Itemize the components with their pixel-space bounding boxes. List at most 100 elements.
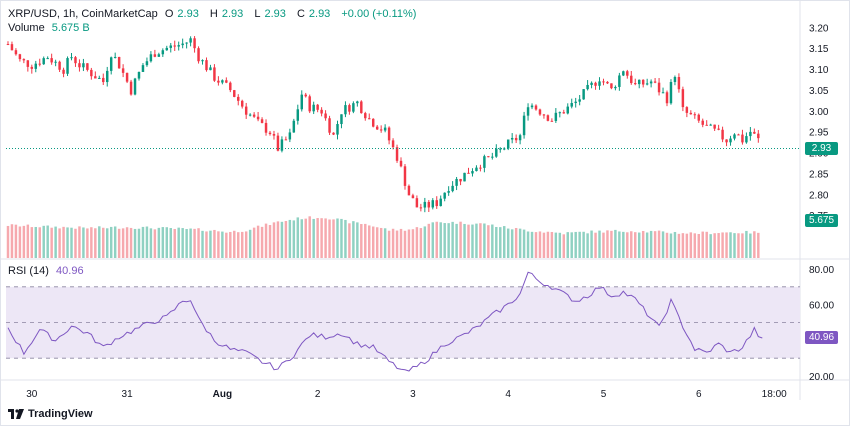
candle-body	[264, 122, 268, 133]
volume-bar	[495, 226, 498, 258]
candle-body	[514, 137, 518, 141]
candle-body	[487, 156, 490, 158]
volume-bar	[312, 218, 315, 258]
volume-bar	[399, 228, 403, 258]
candle-body	[356, 101, 359, 104]
candle-body	[82, 63, 85, 68]
volume-bar	[562, 234, 566, 258]
candle-body	[451, 185, 454, 192]
candle-body	[161, 50, 165, 55]
volume-bar	[62, 226, 65, 258]
axes: 3.203.153.103.053.002.952.902.852.802.75…	[26, 23, 834, 400]
volume-bar	[459, 221, 462, 258]
candle-body	[606, 81, 609, 84]
volume-bar	[451, 221, 454, 258]
candle-body	[546, 115, 550, 121]
volume-bar	[590, 230, 593, 258]
volume-bar	[364, 223, 367, 258]
volume-bar	[725, 232, 728, 258]
candle-body	[403, 166, 407, 186]
candle-body	[364, 113, 367, 119]
candle-body	[566, 106, 569, 114]
candle-body	[661, 92, 665, 94]
volume-bar	[328, 219, 331, 258]
candle-body	[237, 96, 240, 101]
time-tick-label: 31	[122, 389, 134, 400]
candle-body	[22, 59, 26, 61]
candle-body	[240, 100, 244, 107]
candle-body	[729, 138, 732, 143]
candle-body	[14, 50, 18, 55]
volume-bar	[300, 219, 303, 258]
volume-bar	[280, 221, 284, 258]
change-value: +0.00 (+0.11%)	[341, 8, 417, 20]
volume-bar	[106, 228, 109, 258]
tradingview-logo[interactable]: TradingView	[8, 408, 93, 420]
time-tick-label: 5	[601, 389, 607, 400]
volume-bar	[649, 230, 653, 258]
candle-body	[328, 118, 331, 133]
candle-body	[542, 114, 546, 116]
candle-body	[626, 71, 629, 76]
volume-bar	[113, 226, 117, 258]
candle-body	[395, 147, 399, 161]
volume-bar	[546, 231, 550, 258]
volume-bar	[225, 232, 228, 258]
candle-body	[475, 167, 478, 172]
candle-body	[221, 80, 224, 83]
candle-body	[757, 133, 760, 139]
volume-bar	[518, 228, 522, 258]
candle-body	[435, 200, 438, 207]
close-label: C	[296, 8, 305, 20]
volume-bar	[197, 228, 200, 258]
price-tick-label: 2.80	[809, 190, 829, 201]
candle-body	[94, 76, 97, 79]
volume-bar	[260, 226, 264, 258]
volume-bar	[566, 232, 569, 258]
candle-body	[197, 48, 200, 62]
high-value: 2.93	[221, 8, 244, 20]
volume-bar	[749, 233, 752, 258]
candle-body	[375, 126, 379, 130]
volume-bar	[375, 227, 379, 258]
candle-body	[657, 82, 661, 93]
volume-bar	[161, 227, 165, 258]
volume-bar	[82, 227, 85, 258]
candle-body	[709, 124, 712, 126]
candle-body	[62, 69, 65, 74]
volume-label: Volume	[8, 22, 45, 34]
price-tick-label: 3.10	[809, 65, 829, 76]
candle-body	[165, 47, 169, 51]
candle-body	[324, 113, 327, 119]
candle-body	[669, 81, 673, 104]
candle-body	[399, 160, 403, 167]
volume-bar	[538, 231, 542, 258]
candle-body	[431, 200, 435, 208]
time-tick-label: 2	[315, 389, 321, 400]
candle-body	[201, 60, 204, 62]
volume-bar	[610, 230, 613, 258]
volume-bar	[534, 232, 538, 258]
candle-body	[340, 114, 343, 125]
candle-body	[725, 139, 728, 143]
candle-body	[66, 58, 69, 74]
candle-body	[630, 75, 633, 84]
volume-bar	[689, 232, 693, 258]
volume-bar	[193, 228, 196, 258]
candle-body	[106, 70, 109, 83]
volume-bar	[352, 221, 355, 258]
volume-bar	[356, 222, 359, 258]
candle-body	[622, 71, 625, 76]
candle-body	[415, 198, 419, 208]
volume-bar	[22, 225, 26, 258]
volume-bars	[6, 216, 760, 258]
candle-body	[427, 201, 431, 208]
volume-bar	[141, 226, 145, 258]
volume-bar	[332, 219, 335, 258]
candle-body	[141, 65, 145, 72]
volume-bar	[244, 231, 248, 258]
volume-bar	[757, 232, 760, 258]
rsi-tick-label: 20.00	[809, 372, 834, 383]
candle-body	[213, 67, 216, 81]
